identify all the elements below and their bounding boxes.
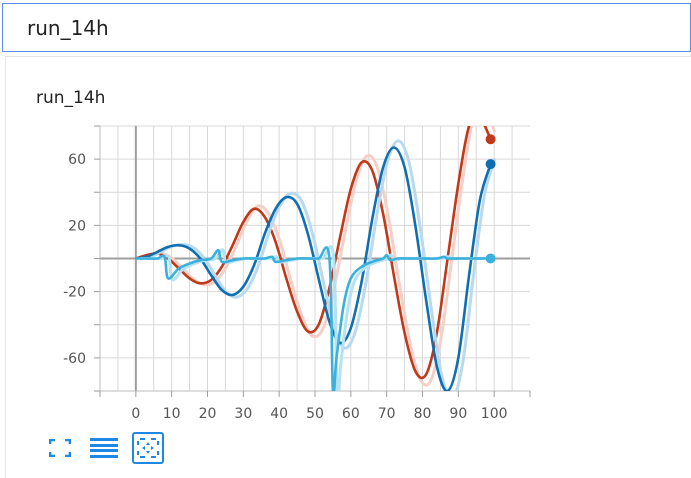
- series-1-end-point: [485, 159, 496, 170]
- series-1-raw-line: [139, 139, 497, 391]
- x-tick-label: 80: [414, 406, 432, 422]
- x-tick-label: 0: [131, 406, 140, 422]
- fullscreen-icon: [49, 439, 71, 457]
- search-input-value: run_14h: [27, 15, 109, 40]
- fit-domain-icon: [137, 438, 159, 458]
- x-tick-label: 90: [449, 406, 467, 422]
- x-tick-label: 10: [163, 406, 181, 422]
- x-tick-label: 30: [234, 406, 252, 422]
- data-table-button[interactable]: [88, 432, 120, 464]
- series-1-line: [135, 146, 492, 391]
- data-table-icon: [90, 438, 118, 458]
- x-tick-label: 20: [199, 406, 217, 422]
- x-tick-label: 70: [378, 406, 396, 422]
- series-group: [135, 126, 497, 391]
- search-input[interactable]: run_14h: [2, 3, 691, 52]
- y-tick-label: 20: [68, 218, 86, 234]
- x-tick-label: 50: [306, 406, 324, 422]
- series-2-line: [135, 246, 491, 391]
- fullscreen-button[interactable]: [44, 432, 76, 464]
- x-tick-label: 40: [270, 406, 288, 422]
- y-tick-label: -20: [63, 285, 86, 301]
- x-tick-label: 100: [481, 406, 508, 422]
- series-2-end-point: [485, 253, 496, 264]
- chart-toolbar: [44, 432, 164, 464]
- fit-domain-button[interactable]: [132, 432, 164, 464]
- chart-title: run_14h: [36, 88, 106, 108]
- series-0-end-point: [485, 134, 496, 145]
- y-tick-label: -60: [63, 351, 86, 367]
- x-tick-label: 60: [342, 406, 360, 422]
- y-tick-label: 60: [68, 152, 86, 168]
